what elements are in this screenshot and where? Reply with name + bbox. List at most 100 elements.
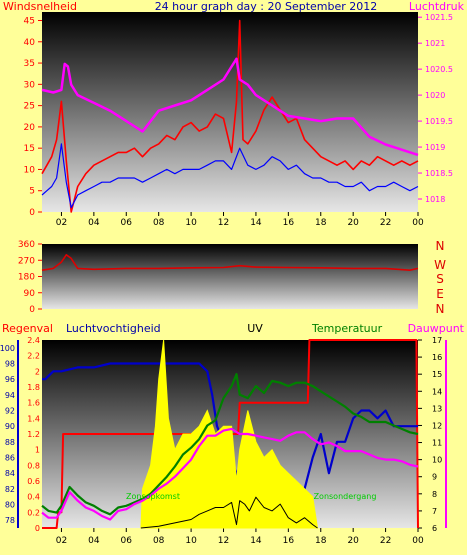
x-tick-label: 08	[153, 218, 165, 228]
y-right-tick-label: 1019	[425, 143, 445, 152]
temp-tick-label: 7	[432, 507, 437, 516]
x-tick-label: 22	[380, 536, 391, 546]
y-right-tick-label: 1018	[425, 195, 445, 204]
humidity-tick-label: 100	[0, 344, 15, 353]
x-tick-label: 04	[88, 536, 100, 546]
y-right-tick-label: 1021	[425, 39, 445, 48]
x-tick-label: 14	[250, 218, 262, 228]
temperature-label: Temperatuur	[311, 322, 383, 335]
chart-marks: 05101520253035404510181018.510191019.510…	[0, 13, 453, 546]
y-left-tick-label: 20	[24, 123, 36, 133]
pressure-label: Luchtdruk	[409, 0, 465, 13]
y-left-tick-label: 35	[24, 59, 35, 69]
x-tick-label: 18	[315, 218, 327, 228]
temp-tick-label: 14	[432, 387, 442, 396]
temp-tick-label: 10	[432, 456, 442, 465]
winddir-plot-area	[42, 244, 418, 309]
compass-label-n-bottom: N	[436, 302, 445, 316]
x-tick-label: 20	[347, 536, 359, 546]
y-left-tick-label: 5	[29, 187, 35, 197]
x-tick-label: 10	[185, 536, 197, 546]
x-tick-label: 16	[283, 536, 295, 546]
humidity-label: Luchtvochtigheid	[66, 322, 161, 335]
x-tick-label: 20	[347, 218, 359, 228]
humidity-tick-label: 80	[5, 501, 15, 510]
y-left-tick-label: 25	[24, 102, 35, 112]
humidity-tick-label: 84	[5, 469, 15, 478]
humidity-tick-label: 90	[5, 422, 15, 431]
compass-label-e: E	[436, 287, 444, 301]
rain-label: Regenval	[2, 322, 53, 335]
uv-label: UV	[247, 322, 263, 335]
humidity-tick-label: 86	[5, 454, 15, 463]
humidity-tick-label: 92	[5, 407, 15, 416]
rain-tick-label: 1	[35, 446, 40, 455]
series-line-winddir	[41, 254, 419, 272]
y-right-tick-label: 1021.5	[425, 13, 453, 22]
winddir-tick-label: 90	[24, 289, 36, 299]
rain-tick-label: 2	[35, 367, 40, 376]
y-right-tick-label: 1020.5	[425, 65, 453, 74]
x-tick-label: 12	[218, 536, 229, 546]
winddir-tick-label: 270	[18, 256, 35, 266]
humidity-tick-label: 78	[5, 516, 15, 525]
temp-tick-label: 16	[432, 353, 442, 362]
winddir-tick-label: 0	[29, 305, 35, 315]
sunrise-annotation: Zonsopkomst	[126, 492, 180, 501]
y-right-tick-label: 1020	[425, 91, 445, 100]
humidity-tick-label: 82	[5, 485, 15, 494]
y-right-tick-label: 1019.5	[425, 117, 453, 126]
compass-label-w: W	[434, 258, 446, 272]
series-line-gust	[41, 143, 419, 209]
humidity-tick-label: 88	[5, 438, 15, 447]
temp-tick-label: 9	[432, 473, 437, 482]
winddir-tick-label: 180	[18, 273, 35, 283]
x-tick-label: 06	[121, 536, 133, 546]
series-line-temperature	[41, 373, 419, 516]
x-tick-label: 12	[218, 218, 229, 228]
sunset-annotation: Zonsondergang	[314, 492, 377, 501]
rain-tick-label: 1.8	[27, 383, 40, 392]
compass-label-s: S	[436, 272, 444, 286]
humidity-tick-label: 98	[5, 360, 15, 369]
compass-label-n-top: N	[436, 239, 445, 253]
x-tick-label: 10	[185, 218, 197, 228]
y-left-tick-label: 45	[24, 17, 35, 27]
x-tick-label: 02	[56, 218, 67, 228]
winddir-tick-label: 360	[18, 240, 35, 250]
series-line-dewpoint	[41, 427, 419, 521]
rain-tick-label: 1.6	[27, 399, 40, 408]
x-tick-label: 18	[315, 536, 327, 546]
rain-tick-label: 0.8	[27, 461, 40, 470]
temp-tick-label: 11	[432, 439, 442, 448]
x-tick-label: 14	[250, 536, 262, 546]
y-left-tick-label: 40	[24, 38, 36, 48]
humidity-tick-label: 94	[5, 391, 15, 400]
x-tick-label: 08	[153, 536, 165, 546]
series-line-pressure	[41, 57, 419, 157]
temp-tick-label: 12	[432, 421, 442, 430]
wind-speed-label: Windsnelheid	[3, 0, 77, 13]
rain-tick-label: 0.6	[27, 477, 40, 486]
uv-area	[140, 339, 319, 529]
rain-tick-label: 2.2	[27, 352, 40, 361]
series-line-wind	[41, 19, 419, 213]
y-left-tick-label: 10	[24, 165, 36, 175]
x-tick-label: 04	[88, 218, 100, 228]
x-tick-label: 22	[380, 218, 391, 228]
temp-tick-label: 17	[432, 336, 442, 345]
x-tick-label: 00	[412, 536, 424, 546]
x-tick-label: 16	[283, 218, 295, 228]
rain-tick-label: 1.4	[27, 414, 40, 423]
humidity-tick-label: 96	[5, 375, 15, 384]
temp-tick-label: 15	[432, 370, 442, 379]
rain-tick-label: 2.4	[27, 336, 40, 345]
rain-tick-label: 0.4	[27, 493, 40, 502]
wind-plot-area	[42, 12, 418, 212]
temp-tick-label: 13	[432, 404, 442, 413]
x-tick-label: 00	[412, 218, 424, 228]
series-line-solar	[140, 496, 318, 529]
x-tick-label: 02	[56, 536, 67, 546]
rain-tick-label: 0.2	[27, 508, 40, 517]
rain-tick-label: 0	[35, 524, 40, 533]
